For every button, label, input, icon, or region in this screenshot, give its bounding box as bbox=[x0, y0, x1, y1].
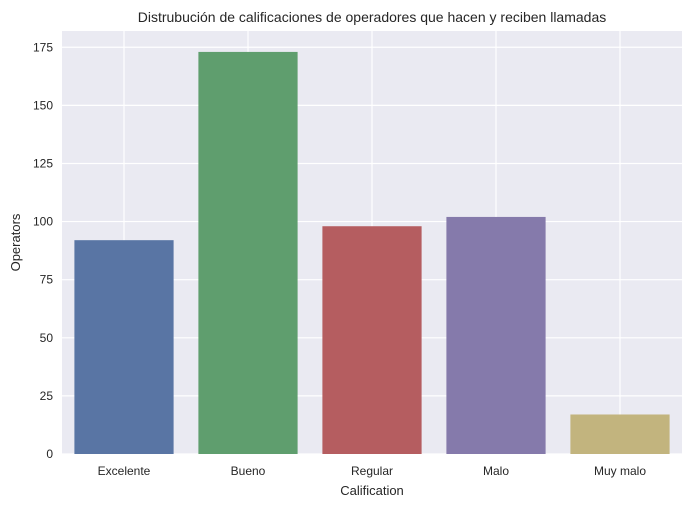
y-axis-label: Operators bbox=[8, 213, 23, 271]
y-tick-label: 0 bbox=[46, 447, 53, 461]
y-tick-label: 50 bbox=[40, 331, 54, 345]
chart-title: Distrubución de calificaciones de operad… bbox=[138, 9, 607, 25]
bar-bueno bbox=[198, 51, 298, 455]
bar-excelente bbox=[74, 240, 174, 454]
bar-muy-malo bbox=[570, 414, 670, 454]
bar-regular bbox=[322, 226, 422, 454]
bars bbox=[74, 51, 670, 455]
x-axis-ticks: Excelente Bueno Regular Malo Muy malo bbox=[98, 464, 647, 478]
x-tick-label: Muy malo bbox=[594, 464, 646, 478]
y-tick-label: 150 bbox=[33, 98, 53, 112]
y-tick-label: 100 bbox=[33, 215, 53, 229]
y-tick-label: 25 bbox=[40, 389, 54, 403]
bar-malo bbox=[446, 216, 546, 454]
y-tick-label: 75 bbox=[40, 273, 54, 287]
x-tick-label: Regular bbox=[351, 464, 393, 478]
y-tick-label: 175 bbox=[33, 40, 53, 54]
x-axis-label: Calification bbox=[340, 483, 404, 498]
x-tick-label: Excelente bbox=[98, 464, 151, 478]
y-tick-label: 125 bbox=[33, 156, 53, 170]
x-tick-label: Malo bbox=[483, 464, 509, 478]
x-tick-label: Bueno bbox=[231, 464, 266, 478]
y-axis-ticks: 0 25 50 75 100 125 150 175 bbox=[33, 40, 53, 461]
